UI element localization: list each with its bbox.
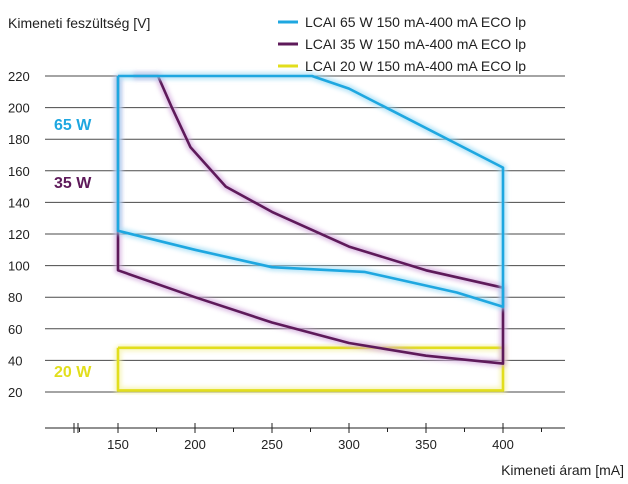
series-1-line	[116, 74, 505, 308]
x-tick-label-400: 400	[492, 437, 514, 452]
x-tick-label-300: 300	[338, 437, 360, 452]
x-axis: 150 200 250 300 350 400	[45, 423, 565, 452]
y-tick-label-60: 60	[8, 322, 22, 337]
region-label-3: 20 W	[54, 364, 92, 381]
x-tick-label-150: 150	[107, 437, 129, 452]
x-tick-label-250: 250	[261, 437, 283, 452]
series-2-glow	[114, 72, 507, 368]
y-tick-label-100: 100	[8, 259, 30, 274]
series-layer	[114, 72, 507, 394]
y-tick-label-180: 180	[8, 132, 30, 147]
region-label-2: 35 W	[54, 175, 92, 192]
region-label-1: 65 W	[54, 117, 92, 134]
series-1	[114, 72, 507, 311]
y-tick-label-80: 80	[8, 290, 22, 305]
series-2	[114, 72, 507, 368]
series-2-line	[116, 74, 505, 365]
x-tick-label-200: 200	[184, 437, 206, 452]
series-labels: 65 W 35 W 20 W	[54, 117, 92, 381]
y-tick-label-120: 120	[8, 227, 30, 242]
legend-entry-2: LCAI 35 W 150 mA-400 mA ECO lp	[305, 36, 526, 52]
y-axis-ticks: 20 40 60 80 100 120 140 160 180 200 220	[8, 69, 30, 400]
y-tick-label-20: 20	[8, 385, 22, 400]
x-axis-title: Kimeneti áram [mA]	[501, 462, 624, 478]
y-axis-title: Kimeneti feszültség [V]	[8, 15, 150, 31]
x-tick-label-350: 350	[415, 437, 437, 452]
legend-entry-3: LCAI 20 W 150 mA-400 mA ECO lp	[305, 58, 526, 74]
y-tick-label-200: 200	[8, 101, 30, 116]
y-tick-label-40: 40	[8, 353, 22, 368]
legend: LCAI 65 W 150 mA-400 mA ECO lp LCAI 35 W …	[278, 14, 526, 74]
legend-entry-1: LCAI 65 W 150 mA-400 mA ECO lp	[305, 14, 526, 30]
y-tick-label-140: 140	[8, 195, 30, 210]
y-tick-label-220: 220	[8, 69, 30, 84]
y-tick-label-160: 160	[8, 164, 30, 179]
